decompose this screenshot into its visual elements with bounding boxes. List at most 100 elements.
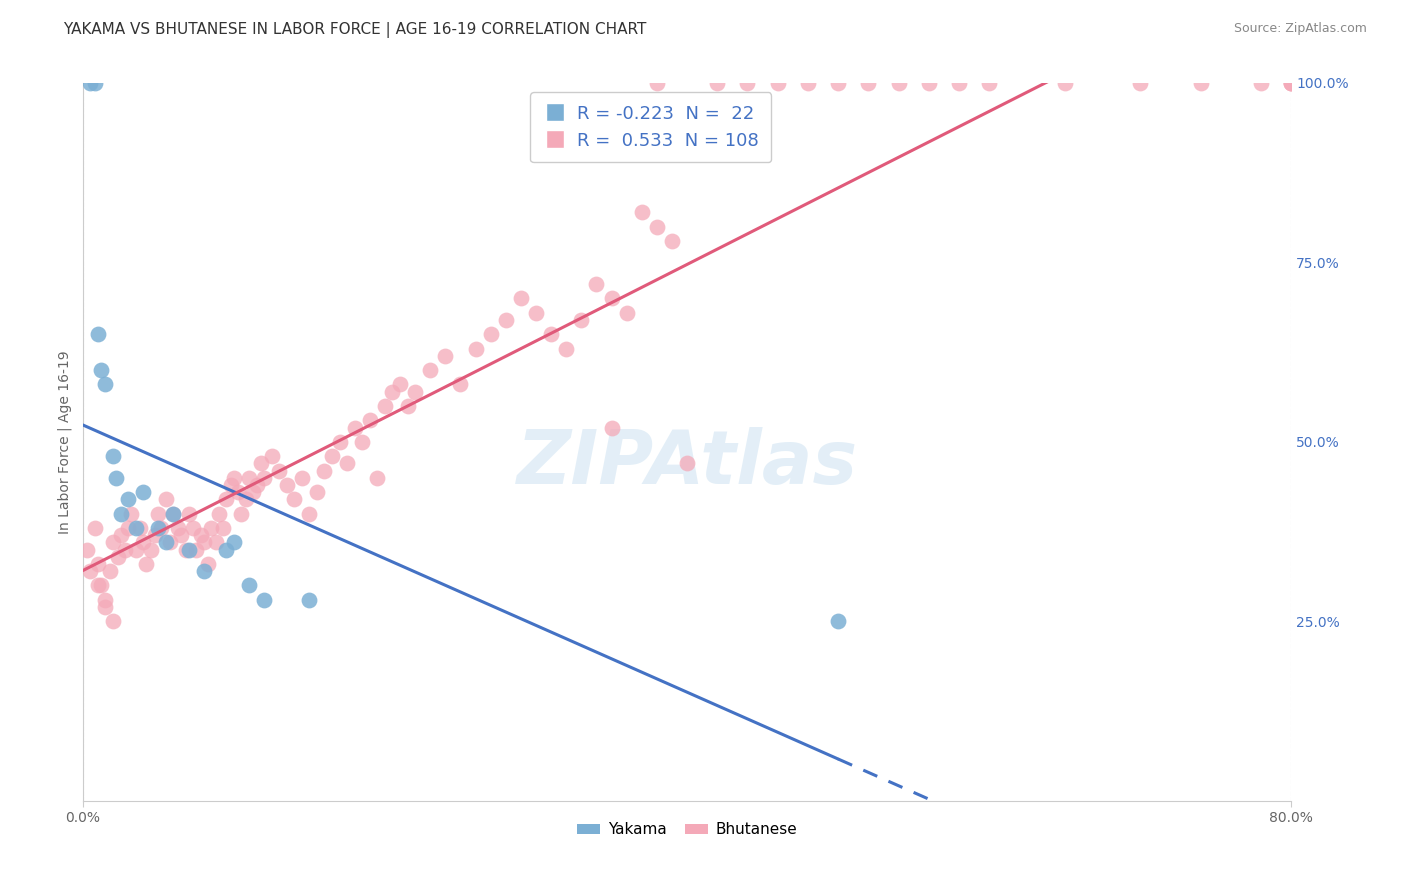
Point (235, 492, 257, 507)
Point (110, 528, 132, 542)
Point (291, 471, 314, 485)
Point (887, 76, 910, 90)
Point (184, 542, 207, 557)
Point (630, 205, 652, 219)
Point (253, 592, 276, 607)
Point (245, 478, 267, 492)
Point (94, 600, 117, 615)
Point (827, 615, 849, 629)
Point (1189, 76, 1212, 90)
Point (600, 291, 623, 305)
Point (200, 521, 222, 535)
Point (524, 306, 547, 320)
Point (222, 535, 245, 549)
Point (101, 535, 124, 549)
Point (208, 507, 231, 521)
Point (374, 399, 396, 413)
Point (132, 485, 155, 500)
Point (155, 535, 177, 549)
Point (215, 542, 238, 557)
Point (645, 76, 668, 90)
Point (645, 219, 668, 234)
Point (177, 542, 200, 557)
Point (83, 76, 105, 90)
Point (105, 471, 128, 485)
Point (366, 471, 388, 485)
Point (706, 76, 728, 90)
Point (1250, 76, 1272, 90)
Point (449, 377, 471, 392)
Point (124, 542, 146, 557)
Point (404, 384, 426, 399)
Point (117, 492, 139, 507)
Point (298, 592, 321, 607)
Point (87, 578, 110, 592)
Point (76, 542, 98, 557)
Point (329, 434, 352, 449)
Point (359, 413, 381, 427)
Point (464, 342, 486, 356)
Point (283, 492, 305, 507)
Point (419, 363, 441, 377)
Point (585, 277, 607, 291)
Point (190, 528, 212, 542)
Point (569, 313, 592, 327)
Point (1053, 76, 1076, 90)
Point (215, 492, 238, 507)
Point (139, 542, 162, 557)
Point (858, 76, 880, 90)
Point (155, 492, 177, 507)
Point (110, 507, 132, 521)
Point (238, 578, 260, 592)
Point (143, 528, 166, 542)
Point (238, 471, 260, 485)
Text: Source: ZipAtlas.com: Source: ZipAtlas.com (1233, 22, 1367, 36)
Point (479, 327, 502, 342)
Point (1129, 76, 1152, 90)
Point (616, 306, 638, 320)
Point (253, 471, 276, 485)
Point (162, 507, 184, 521)
Point (101, 615, 124, 629)
Point (148, 507, 170, 521)
Point (676, 457, 699, 471)
Point (204, 535, 226, 549)
Point (79, 564, 101, 578)
Point (1279, 76, 1302, 90)
Point (250, 457, 273, 471)
Point (197, 557, 219, 571)
Point (124, 521, 146, 535)
Point (737, 76, 759, 90)
Point (148, 521, 170, 535)
Point (260, 450, 283, 464)
Point (381, 384, 404, 399)
Point (495, 313, 517, 327)
Point (159, 535, 181, 549)
Y-axis label: In Labor Force | Age 16-19: In Labor Force | Age 16-19 (58, 350, 72, 533)
Point (228, 485, 250, 500)
Point (181, 521, 204, 535)
Point (600, 420, 623, 434)
Point (94, 377, 117, 392)
Point (107, 549, 129, 564)
Point (305, 485, 328, 500)
Point (79, 76, 101, 90)
Point (766, 76, 789, 90)
Point (321, 450, 343, 464)
Point (120, 507, 142, 521)
Point (90, 363, 112, 377)
Point (661, 234, 683, 248)
Point (434, 349, 457, 363)
Text: ZIPAtlas: ZIPAtlas (516, 427, 858, 500)
Point (87, 327, 110, 342)
Point (101, 450, 124, 464)
Legend: Yakama, Bhutanese: Yakama, Bhutanese (571, 816, 803, 844)
Point (162, 507, 184, 521)
Point (352, 434, 374, 449)
Point (298, 507, 321, 521)
Point (389, 377, 412, 392)
Point (87, 557, 110, 571)
Point (117, 521, 139, 535)
Point (827, 76, 849, 90)
Point (98, 564, 121, 578)
